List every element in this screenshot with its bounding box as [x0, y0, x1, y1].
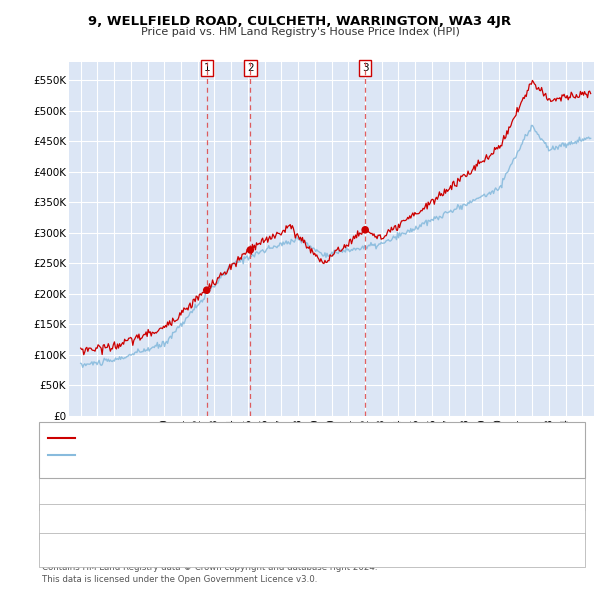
Text: 12% ↑ HPI: 12% ↑ HPI [384, 517, 443, 526]
Text: 9, WELLFIELD ROAD, CULCHETH, WARRINGTON, WA3 4JR (detached house): 9, WELLFIELD ROAD, CULCHETH, WARRINGTON,… [79, 435, 454, 445]
Text: 3: 3 [52, 545, 59, 555]
Text: Contains HM Land Registry data © Crown copyright and database right 2024.
This d: Contains HM Land Registry data © Crown c… [42, 563, 377, 584]
Text: 9, WELLFIELD ROAD, CULCHETH, WARRINGTON, WA3 4JR: 9, WELLFIELD ROAD, CULCHETH, WARRINGTON,… [88, 15, 512, 28]
Point [361, 225, 370, 234]
Text: 1: 1 [52, 489, 59, 498]
Text: 15-JUL-2002: 15-JUL-2002 [87, 489, 155, 498]
Text: 24% ↑ HPI: 24% ↑ HPI [384, 545, 443, 555]
Text: £272,000: £272,000 [252, 517, 305, 526]
Point [245, 245, 255, 255]
Text: £305,000: £305,000 [252, 545, 305, 555]
Point [202, 286, 212, 295]
Text: 27% ↑ HPI: 27% ↑ HPI [384, 489, 443, 498]
Text: HPI: Average price, detached house, Warrington: HPI: Average price, detached house, Warr… [79, 453, 319, 463]
Text: 25-FEB-2005: 25-FEB-2005 [87, 517, 158, 526]
Text: £206,000: £206,000 [252, 489, 305, 498]
Text: 06-JAN-2012: 06-JAN-2012 [87, 545, 157, 555]
Text: 2: 2 [52, 517, 59, 526]
Text: 1: 1 [203, 63, 210, 73]
Text: Price paid vs. HM Land Registry's House Price Index (HPI): Price paid vs. HM Land Registry's House … [140, 27, 460, 37]
Text: 2: 2 [247, 63, 254, 73]
Text: 3: 3 [362, 63, 368, 73]
